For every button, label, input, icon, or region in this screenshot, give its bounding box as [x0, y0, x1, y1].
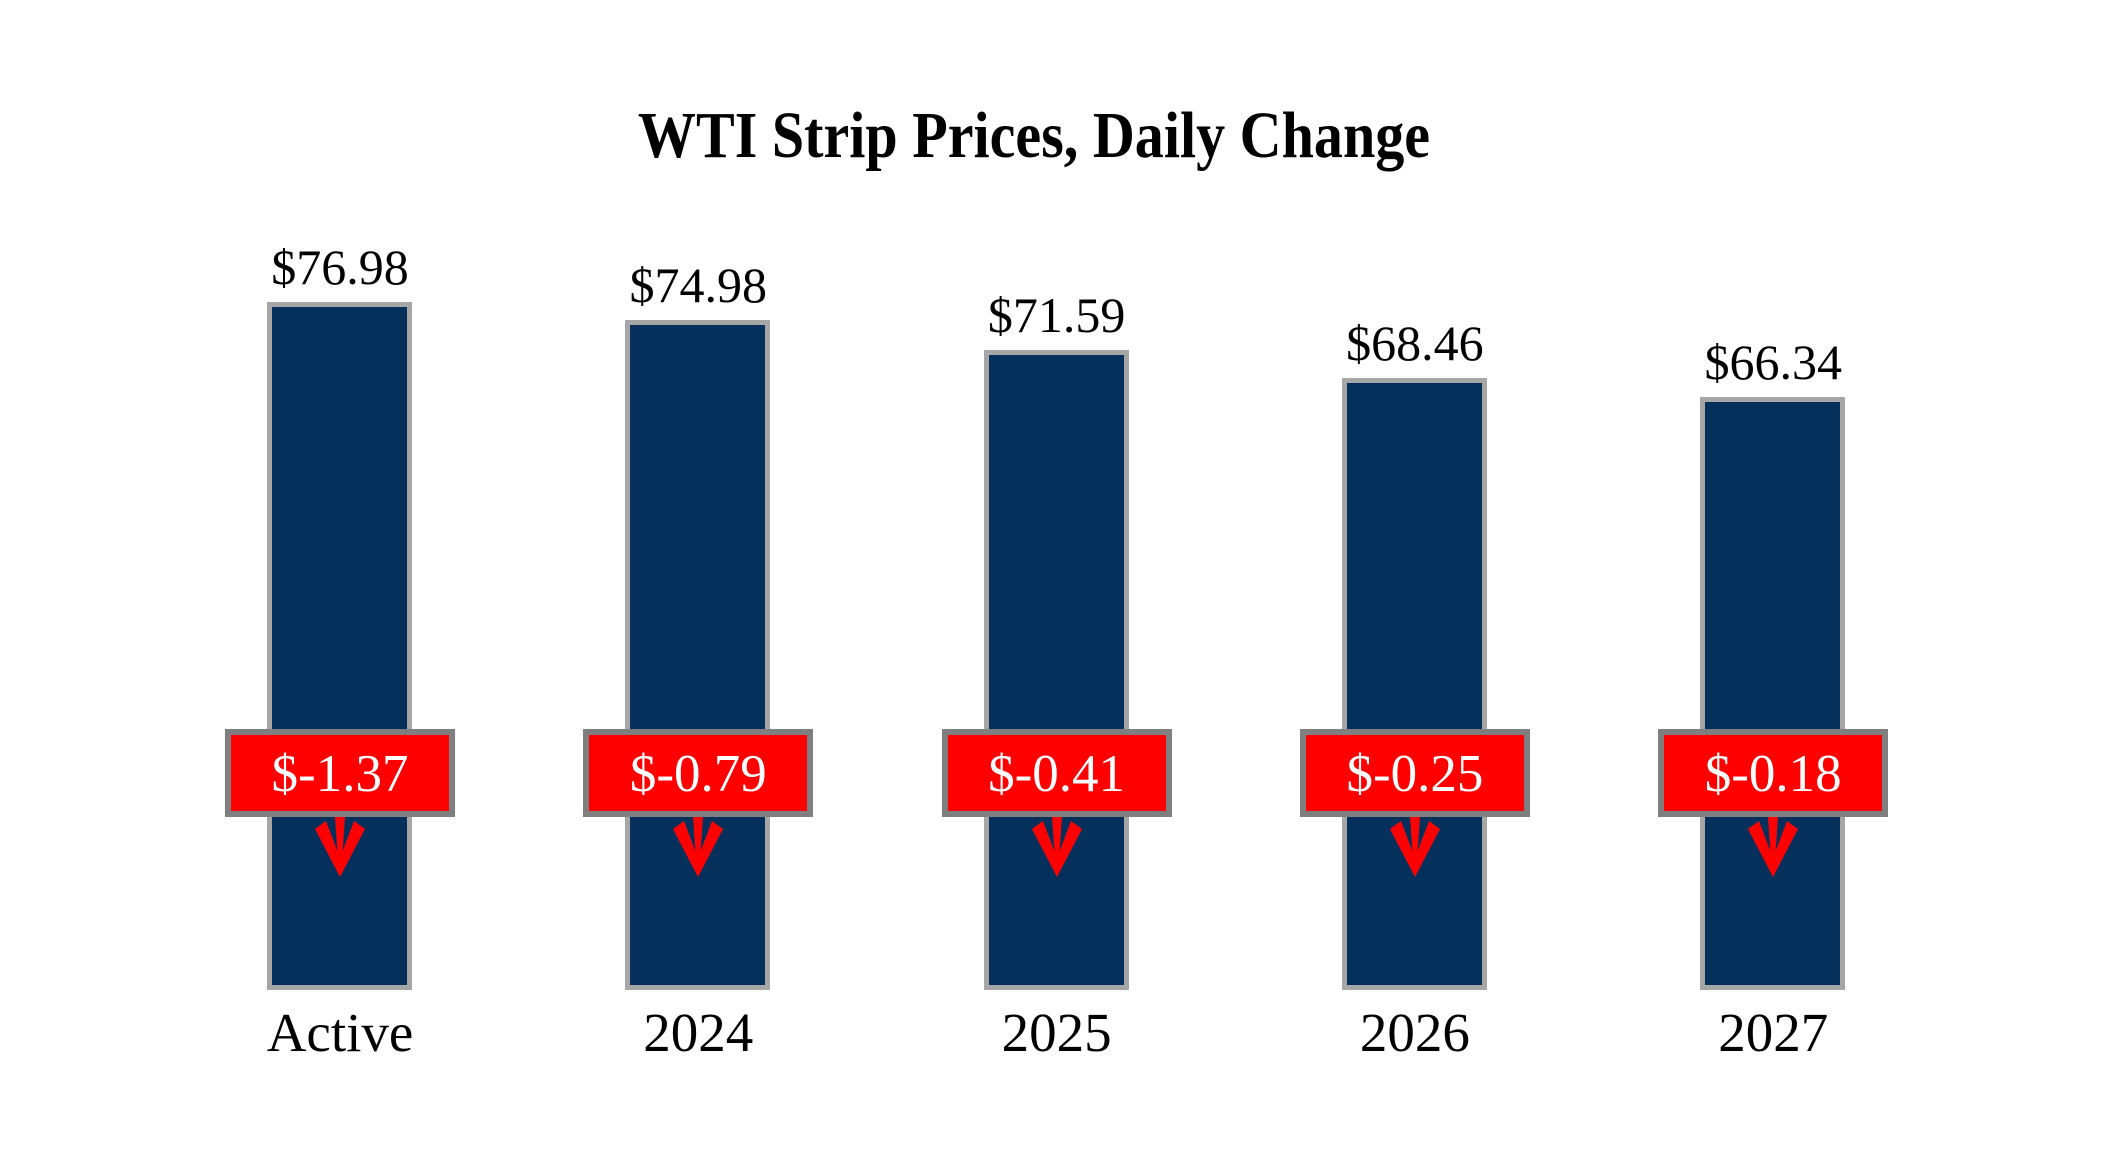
down-arrow-icon — [673, 817, 724, 877]
price-bar — [1700, 397, 1846, 990]
chart-title: WTI Strip Prices, Daily Change — [637, 99, 1431, 172]
strip-price-label: $71.59 — [987, 287, 1126, 343]
bar-group: $68.46 $-0.25 2026 — [1295, 0, 1535, 1152]
daily-change-badge: $-0.79 — [583, 729, 814, 817]
daily-change-badge: $-0.41 — [941, 729, 1172, 817]
daily-change-badge: $-1.37 — [225, 729, 455, 817]
daily-change-label: $-1.37 — [271, 744, 409, 803]
strip-price-label: $76.98 — [271, 239, 409, 295]
daily-change-badge: $-0.18 — [1658, 729, 1889, 817]
price-bar — [625, 320, 771, 990]
daily-change-badge: $-0.25 — [1299, 729, 1530, 817]
daily-change-label: $-0.41 — [988, 744, 1126, 803]
price-bar — [267, 302, 412, 990]
daily-change-label: $-0.79 — [629, 744, 767, 803]
category-label: 2026 — [1359, 1002, 1470, 1063]
down-arrow-icon — [1389, 817, 1440, 877]
down-arrow-icon — [315, 817, 365, 877]
category-label: Active — [266, 1002, 414, 1063]
strip-price-label: $68.46 — [1346, 315, 1484, 371]
category-label: 2024 — [643, 1002, 754, 1063]
down-arrow-icon — [1031, 817, 1082, 877]
category-label: 2025 — [1001, 1002, 1112, 1063]
bar-group: $71.59 $-0.41 2025 — [937, 0, 1177, 1152]
daily-change-label: $-0.25 — [1346, 744, 1484, 803]
bar-group: $66.34 $-0.18 2027 — [1653, 0, 1893, 1152]
price-bar — [1341, 378, 1487, 990]
price-bar — [983, 350, 1129, 990]
bar-group: $76.98 $-1.37 Active — [220, 0, 460, 1152]
daily-change-label: $-0.18 — [1704, 744, 1842, 803]
strip-price-label: $74.98 — [629, 257, 768, 313]
strip-price-label: $66.34 — [1704, 334, 1842, 390]
category-label: 2027 — [1718, 1002, 1829, 1063]
bar-group: $74.98 $-0.79 2024 — [578, 0, 818, 1152]
down-arrow-icon — [1748, 817, 1799, 877]
